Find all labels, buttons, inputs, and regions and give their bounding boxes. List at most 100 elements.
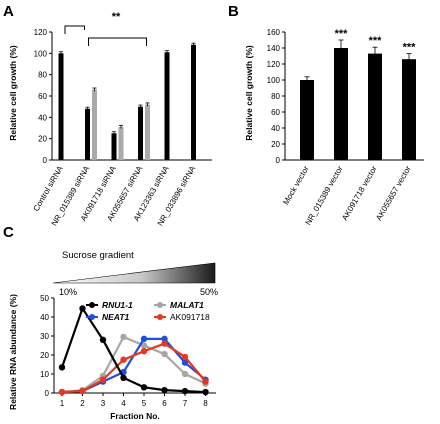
chart-c-x-tick-label: 4 — [121, 399, 126, 408]
chart-c: Sucrose gradient 10% 50% Relative RNA ab… — [8, 250, 218, 421]
chart-c-y-tick-label: 0 — [45, 389, 50, 398]
chart-b-bar — [300, 80, 314, 160]
chart-b-x-tick-label: Mock vector — [281, 164, 311, 206]
chart-a-y-tick-label: 20 — [38, 135, 47, 144]
chart-c-series-line-AK091718 — [61, 342, 207, 394]
chart-b-y-tick-label: 60 — [271, 108, 280, 117]
chart-a-bar — [138, 106, 143, 160]
sucrose-gradient-wedge — [52, 262, 216, 284]
chart-a-y-tick-label: 80 — [38, 71, 47, 80]
gradient-end-label: 50% — [200, 287, 218, 297]
chart-b-y-tick-label: 40 — [271, 124, 280, 133]
chart-c-x-tick-label: 2 — [80, 399, 85, 408]
chart-b-x-tick-label: AK055657 vector — [374, 164, 413, 222]
chart-c-point-MALAT1 — [140, 342, 148, 349]
chart-a-significance-bracket — [64, 25, 147, 46]
chart-a-y-tick-label: 60 — [38, 92, 47, 101]
chart-c-legend-label: AK091718 — [170, 312, 210, 322]
chart-c-point-RNU1-1 — [161, 386, 168, 394]
chart-c-y-tick-label: 30 — [40, 332, 49, 341]
chart-c-point-AK091718 — [202, 378, 209, 385]
chart-b-y-tick-label: 160 — [267, 28, 281, 37]
chart-c-point-MALAT1 — [161, 350, 168, 358]
chart-a-bracket-left — [64, 25, 85, 34]
chart-b-significance-label: *** — [369, 35, 383, 47]
chart-c-point-MALAT1 — [120, 333, 127, 341]
chart-a-bracket-right — [88, 37, 147, 46]
chart-c-legend-label: NEAT1 — [102, 312, 130, 322]
chart-b-significance-label: *** — [335, 28, 349, 40]
chart-a-bar — [164, 52, 170, 161]
chart-b-bar — [402, 59, 416, 161]
chart-b-y-tick-label: 20 — [271, 140, 280, 149]
chart-c-y-axis-label: Relative RNA abundance (%) — [8, 294, 18, 410]
chart-b-bar — [334, 48, 348, 160]
chart-a-bar — [118, 126, 124, 160]
chart-b-y-tick-label: 120 — [267, 60, 281, 69]
chart-c-point-NEAT1 — [181, 359, 189, 366]
chart-a-y-tick-label: 120 — [34, 28, 48, 37]
chart-c-y-tick-label: 50 — [40, 294, 49, 303]
chart-c-y-tick-label: 10 — [40, 370, 49, 379]
chart-b-y-tick-label: 140 — [267, 44, 281, 53]
chart-c-legend-swatch-marker — [157, 302, 163, 308]
chart-c-series-line-MALAT1 — [61, 335, 206, 394]
chart-a-y-tick-label: 100 — [34, 49, 48, 58]
chart-c-point-RNU1-1 — [120, 374, 127, 381]
chart-c-point-RNU1-1 — [202, 388, 209, 396]
chart-a-bar — [58, 53, 64, 161]
chart-c-legend-label: RNU1-1 — [102, 300, 133, 310]
gradient-title: Sucrose gradient — [62, 250, 134, 261]
chart-b-y-axis-label: Relative cell growth (%) — [244, 45, 254, 141]
chart-b-y-tick-label: 100 — [267, 76, 281, 85]
gradient-start-label: 10% — [59, 287, 77, 297]
chart-c-point-AK091718 — [161, 340, 168, 347]
chart-c-legend: RNU1-1 MALAT1 NEAT1 AK091718 — [86, 300, 210, 322]
chart-a-y-tick-label: 0 — [43, 156, 48, 165]
chart-b-x-tick-label: NR_015389 vector — [304, 164, 345, 227]
chart-c-point-RNU1-1 — [140, 384, 148, 391]
chart-c-x-tick-label: 3 — [101, 399, 106, 408]
chart-c-legend-swatch-marker — [89, 302, 95, 308]
chart-c-x-tick-label: 6 — [162, 399, 167, 408]
chart-c-series-line-RNU1-1 — [60, 307, 206, 394]
chart-a-bar — [85, 108, 90, 160]
chart-c-point-MALAT1 — [181, 370, 189, 378]
chart-c-legend-label: MALAT1 — [170, 300, 204, 310]
panel-label-c: C — [3, 224, 14, 241]
panel-label-b: B — [228, 3, 239, 20]
chart-b-bar — [368, 53, 382, 160]
chart-a-bar — [92, 89, 97, 160]
chart-c-point-RNU1-1 — [58, 364, 66, 371]
chart-c-point-NEAT1 — [140, 335, 148, 343]
chart-c-legend-swatch-marker — [89, 314, 95, 320]
chart-b-significance-label: *** — [403, 42, 417, 54]
chart-a-bar — [145, 104, 150, 160]
chart-a-y-axis-label: Relative cell growth (%) — [8, 45, 18, 141]
chart-c-y-tick-label: 40 — [40, 313, 49, 322]
chart-c-point-AK091718 — [99, 376, 107, 383]
chart-c-x-axis-label: Fraction No. — [110, 411, 160, 421]
chart-b-y-tick-label: 80 — [271, 92, 280, 101]
panel-label-a: A — [3, 3, 14, 20]
chart-c-point-AK091718 — [58, 388, 66, 396]
chart-c-x-tick-label: 1 — [60, 399, 65, 408]
chart-a-bar — [111, 133, 117, 160]
chart-b-y-tick-label: 0 — [276, 156, 281, 165]
chart-c-point-AK091718 — [181, 353, 189, 361]
chart-a-y-tick-label: 40 — [38, 113, 47, 122]
chart-c-point-RNU1-1 — [79, 305, 86, 312]
chart-c-legend-swatch-marker — [157, 314, 163, 320]
chart-c-x-tick-label: 8 — [203, 399, 208, 408]
chart-c-x-tick-label: 5 — [142, 399, 147, 408]
chart-c-x-tick-label: 7 — [183, 399, 188, 408]
chart-c-point-RNU1-1 — [181, 387, 189, 395]
chart-c-point-RNU1-1 — [99, 336, 107, 343]
chart-b-x-tick-label: AK091718 vector — [340, 164, 379, 222]
chart-c-y-tick-label: 20 — [40, 351, 49, 360]
chart-c-point-AK091718 — [79, 387, 86, 395]
chart-c-point-NEAT1 — [161, 335, 168, 343]
chart-a-significance-label: ** — [112, 11, 121, 23]
chart-c-point-AK091718 — [140, 348, 148, 355]
